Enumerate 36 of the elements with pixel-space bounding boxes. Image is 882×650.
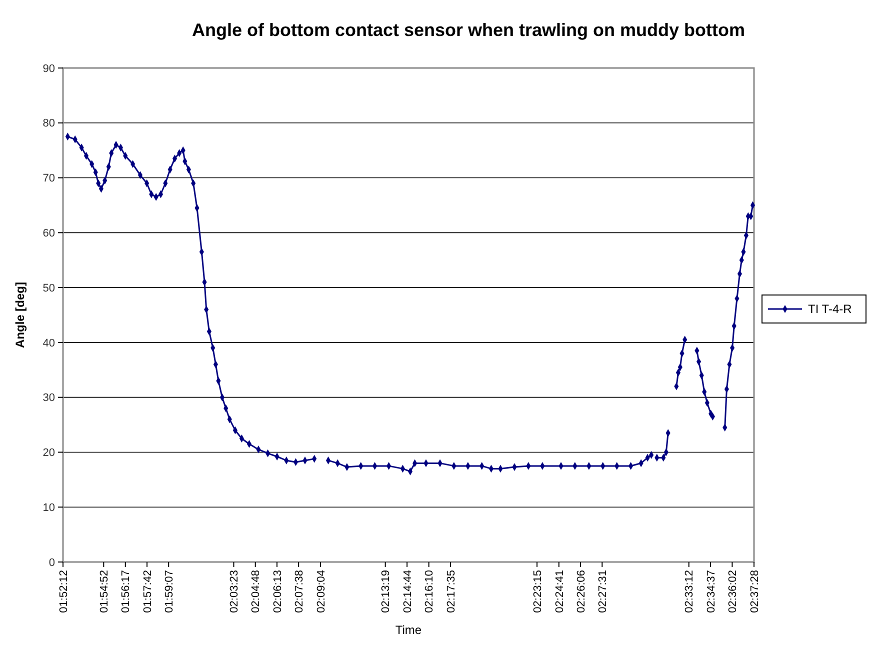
x-tick-label: 02:34:37 <box>705 570 718 613</box>
x-tick-label: 01:57:42 <box>142 570 154 613</box>
legend-label: TI T-4-R <box>808 302 852 316</box>
x-tick-label: 01:54:52 <box>98 570 111 613</box>
y-tick-label: 60 <box>42 228 55 240</box>
y-tick-label: 50 <box>42 282 55 294</box>
chart-title: Angle of bottom contact sensor when trawling on muddy bottom <box>192 20 745 40</box>
x-tick-label: 02:24:41 <box>554 570 566 613</box>
x-tick-label: 02:23:15 <box>532 570 544 613</box>
y-tick-label: 0 <box>48 556 55 569</box>
y-tick-label: 70 <box>42 172 55 185</box>
x-tick-label: 02:03:23 <box>228 570 241 613</box>
x-tick-label: 02:33:12 <box>684 570 696 613</box>
x-tick-label: 02:04:48 <box>250 570 262 613</box>
x-tick-label: 02:37:28 <box>748 570 761 613</box>
y-tick-label: 90 <box>42 62 55 75</box>
x-tick-label: 02:27:31 <box>596 570 609 613</box>
x-axis-title: Time <box>395 623 422 637</box>
x-tick-label: 02:26:06 <box>575 570 588 613</box>
x-tick-label: 02:36:02 <box>727 570 740 613</box>
y-tick-label: 80 <box>42 118 55 130</box>
x-tick-label: 02:14:44 <box>402 570 414 613</box>
y-tick-label: 20 <box>42 447 55 460</box>
x-tick-label: 02:09:04 <box>315 570 328 613</box>
y-axis-title: Angle [deg] <box>13 282 27 348</box>
x-tick-label: 01:59:07 <box>163 570 176 613</box>
x-tick-label: 02:07:38 <box>293 570 306 613</box>
x-tick-label: 02:13:19 <box>380 570 392 613</box>
y-tick-label: 40 <box>42 337 55 350</box>
x-tick-label: 01:56:17 <box>120 570 132 613</box>
x-tick-label: 02:17:35 <box>445 570 458 613</box>
y-tick-label: 10 <box>42 502 55 514</box>
x-tick-label: 01:52:12 <box>58 570 70 613</box>
x-tick-label: 02:16:10 <box>424 570 436 613</box>
x-tick-label: 02:06:13 <box>272 570 284 613</box>
y-tick-label: 30 <box>42 392 55 404</box>
